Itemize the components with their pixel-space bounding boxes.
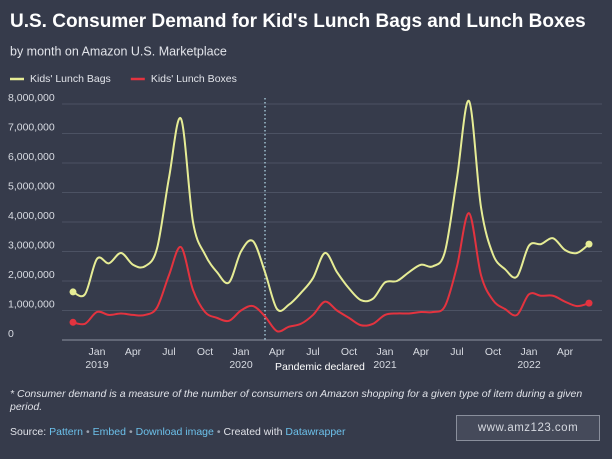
end-point (69, 288, 77, 296)
end-point (585, 299, 593, 307)
legend-label: Kids' Lunch Bags (30, 73, 111, 85)
source-link[interactable]: Download image (135, 426, 214, 438)
x-tick-label: Oct (340, 346, 358, 358)
source-label: Source: (10, 426, 47, 438)
series-line (72, 100, 590, 312)
x-tick-label: Jul (162, 346, 176, 358)
x-tick-label: Jan 2020 (229, 346, 253, 371)
y-tick-label: 7,000,000 (8, 121, 55, 133)
y-tick-label: 8,000,000 (8, 92, 55, 104)
x-tick-label: Jan 2019 (85, 346, 109, 371)
end-point (585, 240, 593, 248)
x-tick-label: Oct (484, 346, 502, 358)
watermark: www.amz123.com (456, 415, 600, 441)
tool-link[interactable]: Datawrapper (285, 426, 346, 438)
y-tick-label: 2,000,000 (8, 269, 55, 281)
y-tick-label: 6,000,000 (8, 151, 55, 163)
x-tick-label: Apr (556, 346, 574, 358)
series-line (72, 212, 590, 333)
footnote: * Consumer demand is a measure of the nu… (10, 388, 583, 413)
source-line: Source: Pattern • Embed • Download image • Cre… (10, 426, 346, 438)
chart-title: U.S. Consumer Demand for Kid's Lunch Bag… (10, 11, 586, 32)
y-tick-label: 5,000,000 (8, 180, 55, 192)
source-link[interactable]: Pattern (49, 426, 83, 438)
separator: • (128, 426, 133, 438)
end-point (69, 318, 77, 326)
x-tick-label: Apr (268, 346, 286, 358)
x-tick-label: Apr (412, 346, 430, 358)
x-tick-label: Jul (450, 346, 464, 358)
annotation-text: Pandemic declared (275, 361, 365, 373)
x-tick-label: Jan 2022 (517, 346, 541, 371)
y-tick-label: 0 (8, 328, 14, 340)
chart: U.S. Consumer Demand for Kid's Lunch Bag… (8, 11, 602, 373)
y-tick-label: 1,000,000 (8, 298, 55, 310)
x-tick-label: Jul (306, 346, 320, 358)
separator: • (216, 426, 221, 438)
y-tick-label: 3,000,000 (8, 239, 55, 251)
x-tick-label: Apr (124, 346, 142, 358)
created-with: Created with (223, 426, 283, 438)
x-tick-label: Jan 2021 (373, 346, 397, 371)
separator: • (85, 426, 90, 438)
x-tick-label: Oct (196, 346, 214, 358)
chart-subtitle: by month on Amazon U.S. Marketplace (10, 44, 227, 58)
y-tick-label: 4,000,000 (8, 210, 55, 222)
source-link[interactable]: Embed (92, 426, 126, 438)
legend-label: Kids' Lunch Boxes (151, 73, 237, 85)
